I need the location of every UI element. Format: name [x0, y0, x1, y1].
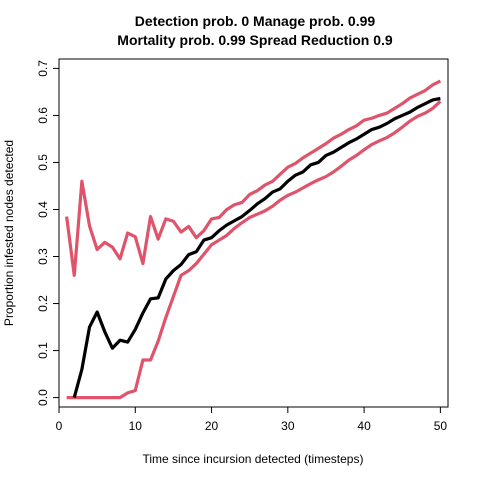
chart-title-line1: Detection prob. 0 Manage prob. 0.99 [135, 13, 376, 29]
x-tick-label: 30 [281, 419, 295, 433]
series-line-upper [65, 79, 442, 277]
y-tick-label: 0.3 [36, 248, 50, 265]
plot-frame [58, 58, 449, 408]
x-tick-label: 40 [357, 419, 371, 433]
x-axis: 0 10 20 30 40 50 [56, 407, 448, 433]
series-line-mean [72, 96, 441, 399]
y-tick-label: 0.6 [36, 107, 50, 124]
x-tick-label: 20 [205, 419, 219, 433]
x-tick-label: 0 [56, 419, 63, 433]
x-axis-label: Time since incursion detected (timesteps… [143, 452, 364, 466]
y-tick-label: 0.5 [36, 154, 50, 171]
x-tick-label: 10 [129, 419, 143, 433]
y-axis: 0.0 0.1 0.2 0.3 0.4 0.5 0.6 0.7 [36, 60, 59, 406]
y-tick-label: 0.4 [36, 201, 50, 218]
y-tick-label: 0.0 [36, 389, 50, 406]
chart-title-line2: Mortality prob. 0.99 Spread Reduction 0.… [117, 32, 393, 48]
x-tick-label: 50 [434, 419, 448, 433]
y-tick-label: 0.7 [36, 60, 50, 77]
series-layer [65, 79, 442, 400]
y-tick-label: 0.2 [36, 295, 50, 312]
y-tick-label: 0.1 [36, 342, 50, 359]
y-axis-label: Proportion infested nodes detected [2, 140, 16, 326]
series-line-lower [66, 100, 442, 400]
